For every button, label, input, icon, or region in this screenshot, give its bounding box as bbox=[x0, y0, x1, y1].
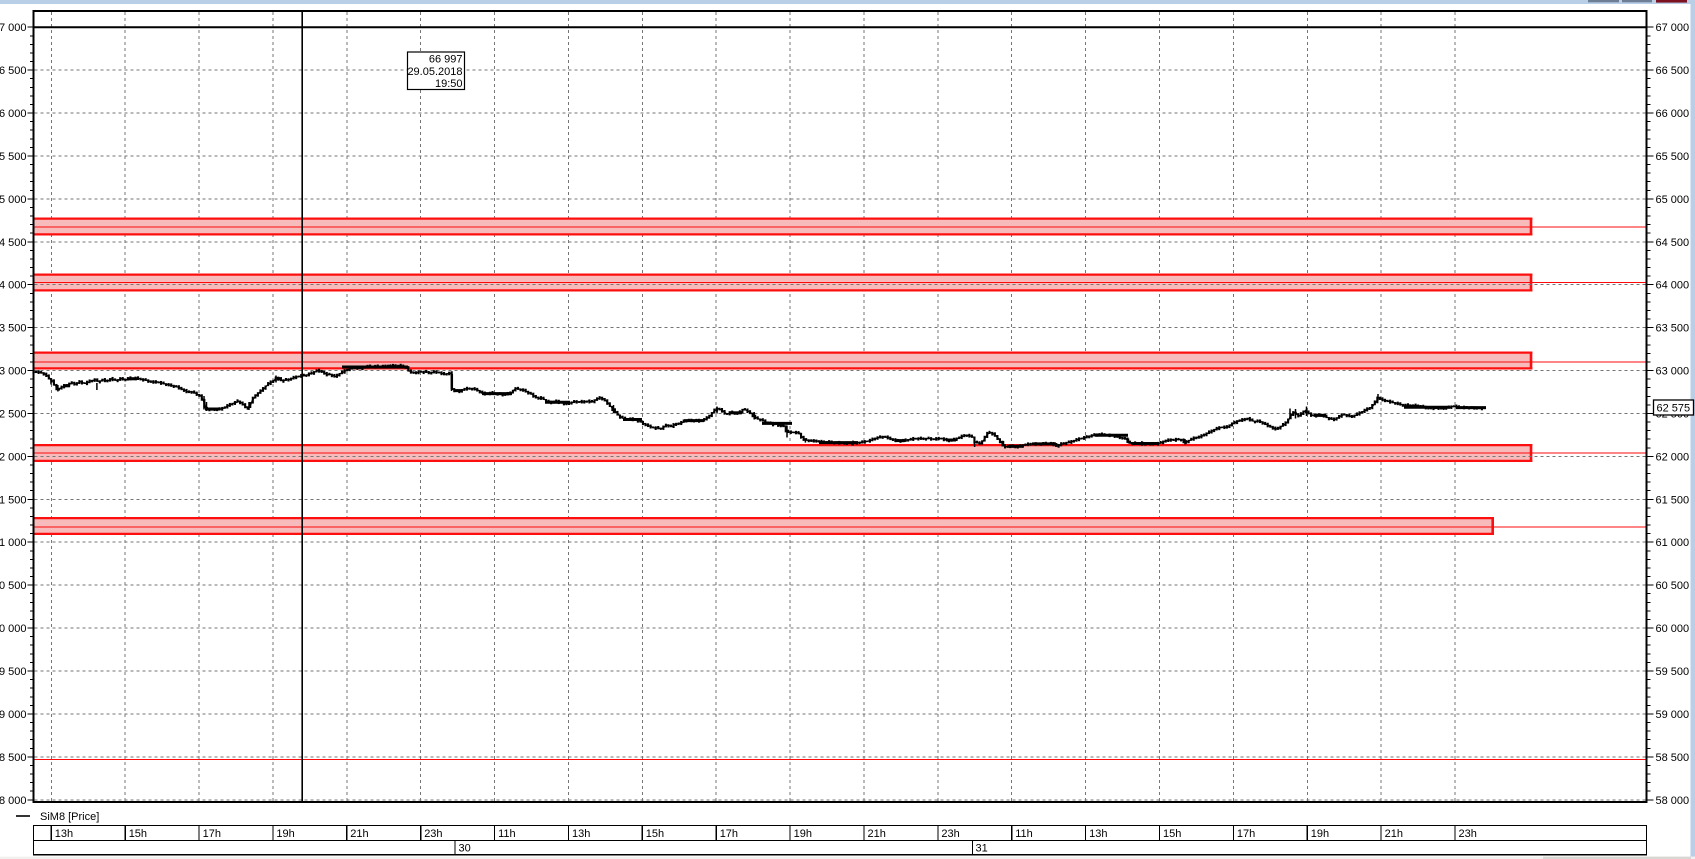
svg-text:58 500: 58 500 bbox=[0, 752, 27, 764]
svg-text:60 000: 60 000 bbox=[1656, 623, 1690, 635]
svg-text:19h: 19h bbox=[276, 828, 294, 840]
svg-text:66 000: 66 000 bbox=[0, 108, 27, 120]
svg-text:65 000: 65 000 bbox=[1656, 194, 1690, 206]
svg-text:15h: 15h bbox=[129, 828, 147, 840]
svg-text:59 500: 59 500 bbox=[0, 666, 27, 678]
svg-text:61 500: 61 500 bbox=[0, 494, 27, 506]
svg-text:66 500: 66 500 bbox=[1656, 65, 1690, 77]
svg-text:64 000: 64 000 bbox=[1656, 280, 1690, 292]
svg-text:64 500: 64 500 bbox=[1656, 237, 1690, 249]
svg-text:58 500: 58 500 bbox=[1656, 752, 1690, 764]
svg-text:63 500: 63 500 bbox=[0, 323, 27, 335]
svg-text:64 000: 64 000 bbox=[0, 280, 27, 292]
svg-text:66 000: 66 000 bbox=[1656, 108, 1690, 120]
svg-text:67 000: 67 000 bbox=[0, 22, 27, 34]
svg-text:19:50: 19:50 bbox=[435, 78, 463, 90]
svg-text:23h: 23h bbox=[424, 828, 442, 840]
svg-text:31: 31 bbox=[976, 843, 988, 855]
svg-text:21h: 21h bbox=[1385, 828, 1403, 840]
svg-text:19h: 19h bbox=[1311, 828, 1329, 840]
svg-text:21h: 21h bbox=[868, 828, 886, 840]
svg-text:66 500: 66 500 bbox=[0, 65, 27, 77]
svg-text:63 500: 63 500 bbox=[1656, 323, 1690, 335]
svg-text:66 997: 66 997 bbox=[429, 54, 463, 66]
svg-text:65 500: 65 500 bbox=[0, 151, 27, 163]
svg-text:65 500: 65 500 bbox=[1656, 151, 1690, 163]
svg-text:58 000: 58 000 bbox=[0, 795, 27, 807]
svg-text:61 000: 61 000 bbox=[1656, 537, 1690, 549]
svg-text:62 500: 62 500 bbox=[0, 409, 27, 421]
svg-text:SiM8 [Price]: SiM8 [Price] bbox=[40, 811, 99, 823]
svg-text:15h: 15h bbox=[646, 828, 664, 840]
svg-text:58 000: 58 000 bbox=[1656, 795, 1690, 807]
svg-text:13h: 13h bbox=[55, 828, 73, 840]
svg-text:29.05.2018: 29.05.2018 bbox=[407, 66, 462, 78]
svg-text:17h: 17h bbox=[720, 828, 738, 840]
svg-text:60 500: 60 500 bbox=[0, 580, 27, 592]
svg-text:23h: 23h bbox=[941, 828, 959, 840]
svg-text:15h: 15h bbox=[1163, 828, 1181, 840]
svg-text:65 000: 65 000 bbox=[0, 194, 27, 206]
svg-text:67 000: 67 000 bbox=[1656, 22, 1690, 34]
svg-text:19h: 19h bbox=[794, 828, 812, 840]
svg-text:23h: 23h bbox=[1459, 828, 1477, 840]
svg-text:60 000: 60 000 bbox=[0, 623, 27, 635]
svg-text:61 000: 61 000 bbox=[0, 537, 27, 549]
svg-text:62 575: 62 575 bbox=[1657, 403, 1691, 415]
svg-text:62 000: 62 000 bbox=[0, 451, 27, 463]
svg-text:13h: 13h bbox=[1089, 828, 1107, 840]
svg-text:59 000: 59 000 bbox=[1656, 709, 1690, 721]
svg-text:59 500: 59 500 bbox=[1656, 666, 1690, 678]
svg-text:30: 30 bbox=[459, 843, 471, 855]
svg-text:17h: 17h bbox=[203, 828, 221, 840]
svg-text:11h: 11h bbox=[1015, 828, 1033, 840]
svg-text:60 500: 60 500 bbox=[1656, 580, 1690, 592]
svg-text:64 500: 64 500 bbox=[0, 237, 27, 249]
svg-text:17h: 17h bbox=[1237, 828, 1255, 840]
svg-text:61 500: 61 500 bbox=[1656, 494, 1690, 506]
svg-text:21h: 21h bbox=[350, 828, 368, 840]
svg-text:63 000: 63 000 bbox=[1656, 366, 1690, 378]
svg-text:63 000: 63 000 bbox=[0, 366, 27, 378]
svg-text:59 000: 59 000 bbox=[0, 709, 27, 721]
svg-text:11h: 11h bbox=[498, 828, 516, 840]
svg-text:13h: 13h bbox=[572, 828, 590, 840]
svg-text:62 000: 62 000 bbox=[1656, 451, 1690, 463]
